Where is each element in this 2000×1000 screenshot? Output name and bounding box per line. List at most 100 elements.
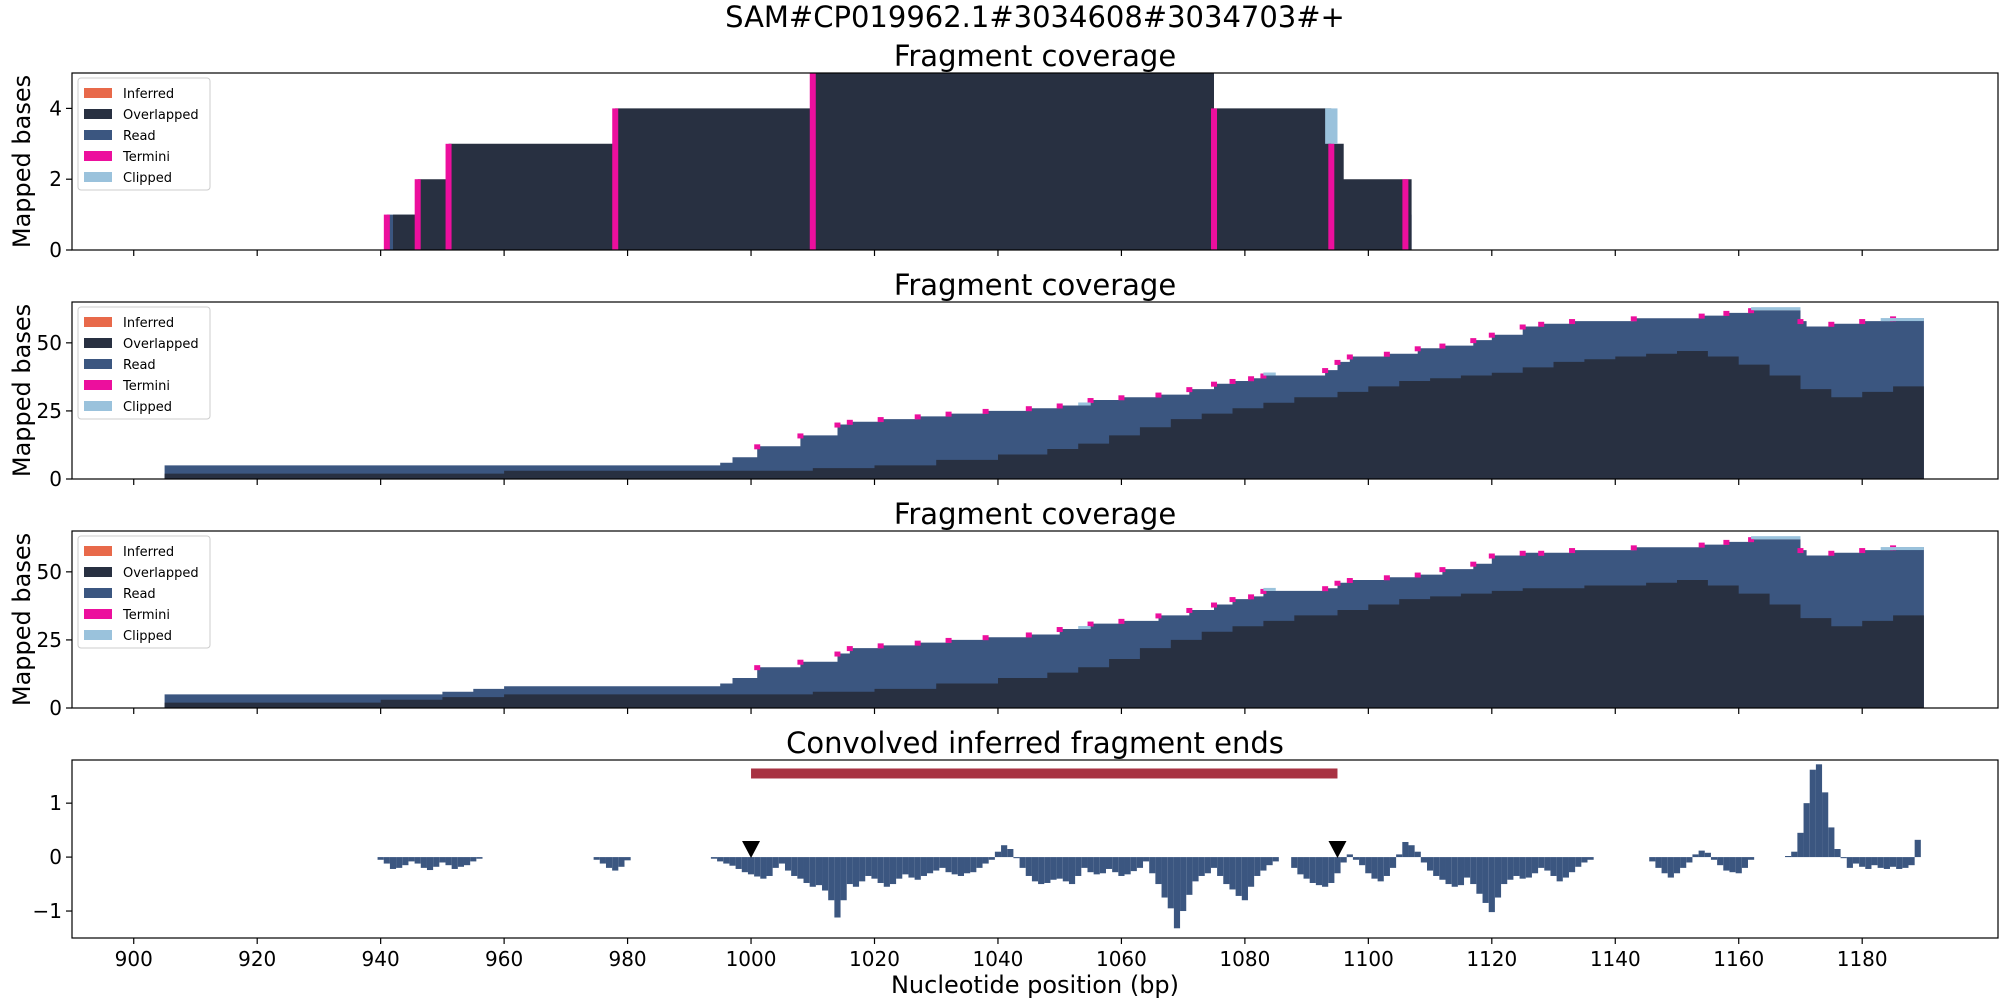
termini-mark — [1248, 594, 1255, 600]
termini-mark — [1383, 575, 1390, 581]
termini-mark — [1488, 332, 1495, 338]
panel-2: 0 25 50 Fragment coverage Mapped bases Inferr… — [8, 268, 1999, 491]
bar — [1297, 857, 1304, 875]
panel-title: Fragment coverage — [894, 497, 1176, 531]
bar — [883, 857, 890, 887]
bar — [1704, 852, 1711, 858]
bar — [445, 857, 452, 866]
legend-swatch — [84, 172, 112, 182]
y-tick-label: 1 — [49, 791, 62, 815]
bar — [1426, 857, 1434, 871]
bar — [1562, 857, 1569, 878]
bar — [766, 857, 773, 876]
legend-frame — [77, 77, 211, 191]
termini-mark — [797, 659, 804, 665]
series-overlapped — [164, 351, 1924, 479]
bar — [741, 857, 748, 873]
bar — [1130, 857, 1137, 872]
bar — [908, 857, 915, 878]
bar — [612, 857, 619, 871]
bar — [624, 857, 631, 861]
bar — [964, 857, 971, 874]
series-clipped — [1078, 402, 1091, 406]
x-tick-label: 1060 — [1096, 947, 1147, 971]
bar — [1167, 857, 1174, 909]
bar — [1038, 857, 1045, 885]
termini-mark — [1328, 143, 1335, 250]
termini-mark — [1229, 378, 1236, 384]
termini-mark — [1229, 597, 1236, 603]
bar — [1254, 857, 1261, 876]
termini-mark — [1470, 338, 1477, 344]
legend-label: Termini — [122, 379, 170, 394]
bar — [1186, 857, 1193, 895]
termini-mark — [1630, 545, 1637, 551]
bar — [970, 857, 977, 873]
bar — [1556, 857, 1563, 882]
legend-label: Overlapped — [123, 337, 199, 352]
termini-mark — [1383, 351, 1390, 357]
x-tick-label: 1120 — [1466, 947, 1517, 971]
bar — [414, 857, 421, 864]
bar — [1247, 857, 1255, 887]
bar — [1451, 857, 1458, 887]
bar — [1155, 857, 1162, 885]
legend-label: Clipped — [123, 171, 172, 186]
bar — [1204, 857, 1211, 874]
termini-mark — [945, 637, 952, 643]
termini-mark — [1828, 321, 1835, 327]
bar — [1334, 857, 1341, 874]
bar — [426, 857, 434, 871]
bar — [457, 857, 464, 867]
panels: 0 2 4 Fragment coverage Mapped bases Inferred… — [8, 39, 1999, 971]
termini-mark — [1723, 539, 1730, 545]
series-overlapped — [393, 73, 1412, 250]
termini-mark — [809, 73, 816, 250]
series-clipped — [1325, 108, 1338, 144]
series-clipped — [1078, 626, 1091, 630]
legend-swatch — [84, 317, 112, 327]
bar — [1519, 857, 1526, 879]
termini-mark — [945, 411, 952, 417]
marker-triangle — [742, 841, 761, 858]
bar — [1389, 857, 1397, 868]
bar — [803, 857, 810, 883]
termini-mark — [982, 408, 989, 414]
bar — [896, 857, 903, 879]
bar — [396, 857, 403, 868]
bar — [1272, 857, 1279, 862]
bar — [1309, 857, 1316, 883]
panel-title: Fragment coverage — [894, 268, 1176, 302]
y-tick-label: 25 — [37, 628, 62, 652]
termini-mark — [1538, 550, 1545, 556]
bar — [1099, 857, 1106, 874]
bar — [1445, 857, 1452, 885]
termini-mark — [1248, 376, 1255, 382]
bar — [1791, 851, 1798, 858]
termini-mark — [982, 635, 989, 641]
bar — [1087, 857, 1094, 873]
bar — [1859, 857, 1866, 867]
termini-mark — [1569, 548, 1576, 554]
bar — [1908, 857, 1915, 866]
bar — [1476, 857, 1483, 894]
bar — [1062, 857, 1069, 882]
x-tick-label: 1040 — [973, 947, 1024, 971]
x-tick-label: 1100 — [1343, 947, 1394, 971]
bar — [1686, 857, 1693, 863]
bar — [1377, 857, 1384, 882]
bar — [1877, 857, 1884, 868]
bar — [1031, 857, 1039, 882]
bar — [797, 857, 804, 879]
series-clipped — [1263, 587, 1276, 591]
bar — [939, 857, 946, 868]
bar — [1210, 857, 1218, 868]
legend-label: Inferred — [123, 316, 174, 331]
bar — [1118, 857, 1125, 876]
termini-mark — [1155, 613, 1162, 619]
termini-mark — [445, 143, 452, 250]
marker-triangle — [1328, 841, 1347, 858]
termini-mark — [1186, 607, 1193, 613]
bar — [1828, 827, 1835, 858]
bar — [723, 857, 730, 864]
